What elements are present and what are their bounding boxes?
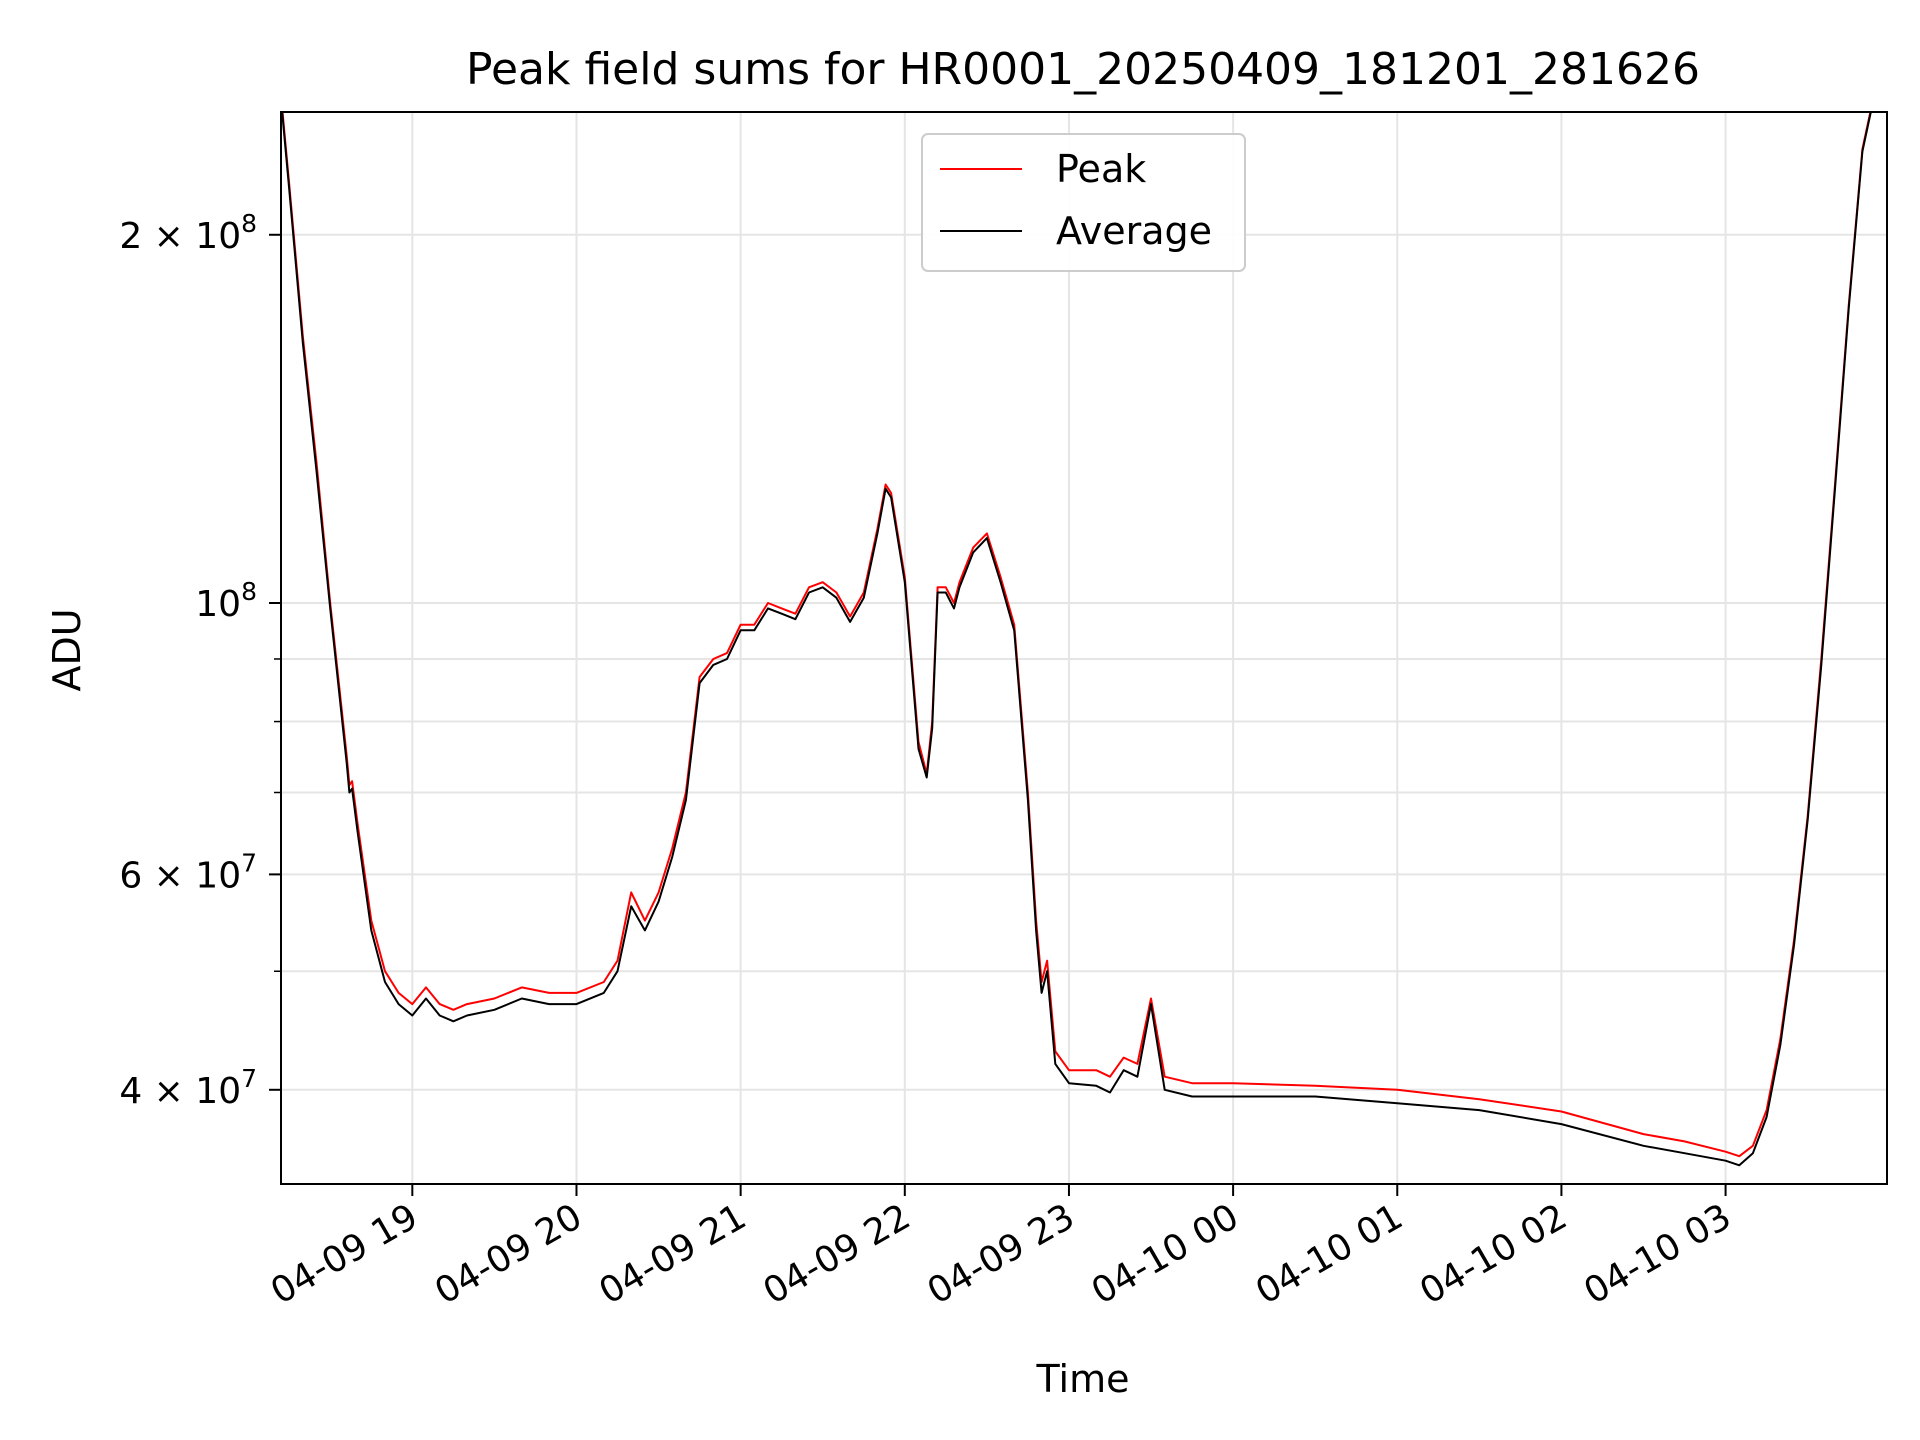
legend: Peak Average: [921, 133, 1246, 272]
chart-title: Peak field sums for HR0001_20250409_1812…: [466, 44, 1700, 95]
series-layer: [281, 112, 1872, 1167]
legend-label-peak: Peak: [1056, 147, 1146, 191]
y-tick-label: 2 × 108: [119, 209, 257, 257]
y-axis-label: ADU: [45, 608, 89, 691]
series-line-average: [281, 112, 1872, 1167]
y-tick-label: 6 × 107: [119, 848, 257, 896]
y-axis: 4 × 107 6 × 107 108 2 × 108: [119, 209, 281, 1112]
legend-label-average: Average: [1056, 209, 1212, 253]
grid: [281, 112, 1887, 1184]
plot-frame: [280, 111, 1888, 1185]
x-axis-label: Time: [1036, 1357, 1130, 1401]
y-tick-label: 108: [195, 577, 257, 625]
y-tick-label: 4 × 107: [119, 1064, 257, 1112]
